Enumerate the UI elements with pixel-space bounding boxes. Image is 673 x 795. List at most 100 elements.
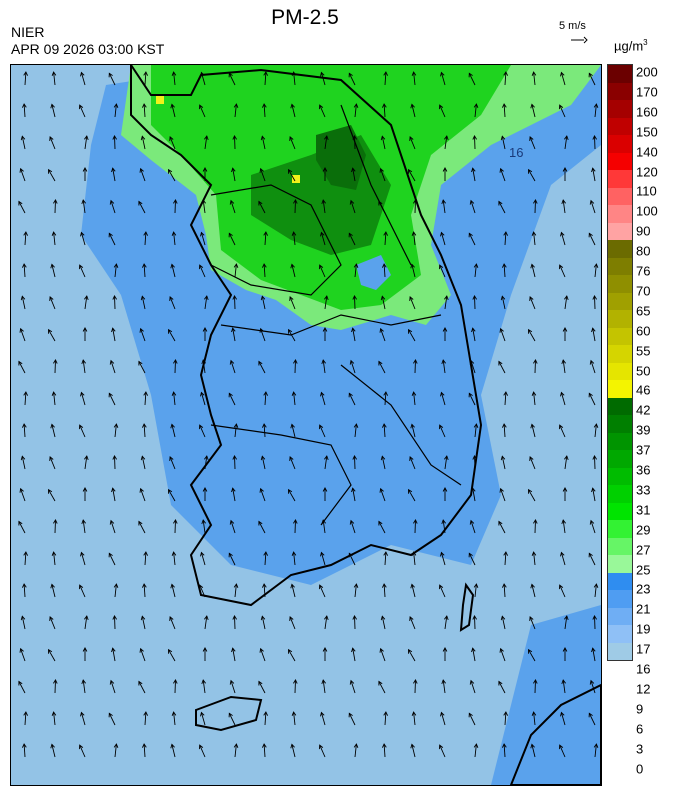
map-svg: 16 <box>11 65 601 785</box>
wind-arrow <box>440 232 446 246</box>
wind-arrow-head <box>198 104 204 110</box>
wind-arrow-head <box>380 455 386 461</box>
wind-arrow-head <box>53 519 58 524</box>
wind-arrow <box>380 328 386 342</box>
wind-arrow <box>141 616 146 630</box>
wind-arrow-head <box>78 424 84 430</box>
wind-arrow-head <box>530 263 535 269</box>
wind-arrow <box>529 136 536 150</box>
wind-arrow-head <box>173 359 178 364</box>
wind-arrow-head <box>588 392 593 398</box>
wind-arrow-head <box>472 135 477 140</box>
wind-arrow-head <box>411 231 417 236</box>
wind-arrow-head <box>468 712 473 718</box>
wind-arrow <box>140 488 146 502</box>
wind-arrow <box>48 329 56 342</box>
wind-arrow-head <box>351 487 356 493</box>
colorbar-label: 29 <box>636 522 651 538</box>
wind-arrow-head <box>531 551 537 556</box>
wind-arrow-head <box>259 327 264 333</box>
wind-arrow-head <box>18 200 23 206</box>
colorbar-cell <box>608 467 632 485</box>
colorbar-label: 55 <box>636 343 651 359</box>
wind-arrow-head <box>438 424 444 430</box>
wind-arrow <box>232 168 236 182</box>
wind-arrow <box>590 520 596 534</box>
wind-arrow-head <box>348 712 353 718</box>
wind-arrow <box>140 648 146 662</box>
wind-arrow-head <box>442 647 448 652</box>
wind-arrow-head <box>233 103 239 108</box>
wind-arrow-head <box>138 680 143 686</box>
wind-arrow-head <box>592 295 597 300</box>
wind-arrow <box>21 456 26 470</box>
wind-arrow-head <box>318 584 324 590</box>
wind-arrow <box>79 424 86 438</box>
wind-arrow-head <box>51 711 57 716</box>
wind-arrow-head <box>109 359 115 365</box>
wind-arrow-head <box>410 263 415 269</box>
wind-arrow <box>20 328 26 342</box>
wind-arrow-head <box>473 423 479 428</box>
wind-arrow-head <box>381 103 387 108</box>
colorbar-label: 39 <box>636 422 651 438</box>
wind-arrow <box>560 392 566 406</box>
colorbar <box>607 64 633 661</box>
wind-arrow-head <box>318 424 324 430</box>
wind-arrow <box>528 489 536 502</box>
wind-arrow-head <box>500 295 506 301</box>
wind-arrow <box>560 552 566 566</box>
wind-arrow <box>503 583 506 598</box>
wind-arrow <box>112 648 116 662</box>
wind-arrow <box>261 296 266 310</box>
wind-arrow <box>114 615 116 630</box>
wind-arrow-head <box>200 551 205 557</box>
wind-arrow-head <box>324 455 329 461</box>
wind-arrow-head <box>50 423 55 429</box>
wind-arrow <box>594 104 597 118</box>
wind-arrow <box>48 649 56 662</box>
wind-arrow <box>112 328 116 342</box>
wind-arrow <box>20 168 26 182</box>
wind-arrow-head <box>530 423 535 429</box>
wind-arrow <box>381 296 386 310</box>
wind-arrow-head <box>141 423 147 428</box>
wind-arrow-head <box>352 295 357 300</box>
wind-arrow-head <box>228 392 233 398</box>
wind-arrow-head <box>201 679 206 685</box>
wind-arrow <box>501 296 506 310</box>
wind-arrow <box>291 104 296 118</box>
wind-arrow <box>51 104 56 118</box>
wind-arrow-head <box>80 551 85 557</box>
wind-arrow <box>559 264 566 278</box>
wind-arrow <box>144 71 147 86</box>
wind-arrow-head <box>409 136 414 141</box>
wind-arrow <box>108 393 116 406</box>
wind-arrow-head <box>473 263 479 268</box>
wind-arrow-head <box>564 135 569 141</box>
wind-arrow <box>228 73 236 86</box>
wind-arrow <box>199 424 206 438</box>
wind-arrow <box>82 200 86 214</box>
wind-arrow <box>470 200 476 214</box>
wind-arrow <box>408 169 416 182</box>
wind-arrow <box>143 743 146 758</box>
wind-arrow-head <box>48 168 53 174</box>
wind-arrow-head <box>291 551 297 556</box>
wind-arrow-head <box>84 295 89 301</box>
wind-arrow-head <box>499 647 504 653</box>
wind-arrow <box>474 455 476 470</box>
wind-arrow <box>504 711 507 726</box>
wind-arrow <box>49 136 56 150</box>
wind-arrow-head <box>204 295 209 301</box>
wind-arrow-head <box>289 136 294 141</box>
wind-arrow-head <box>289 296 294 301</box>
wind-arrow <box>354 424 357 438</box>
wind-arrow-head <box>173 679 178 684</box>
wind-arrow-head <box>173 519 178 524</box>
wind-arrow-head <box>324 615 329 621</box>
wind-arrow-head <box>228 552 233 558</box>
wind-arrow-head <box>233 583 239 588</box>
wind-arrow <box>23 103 26 118</box>
wind-arrow-head <box>528 648 533 654</box>
